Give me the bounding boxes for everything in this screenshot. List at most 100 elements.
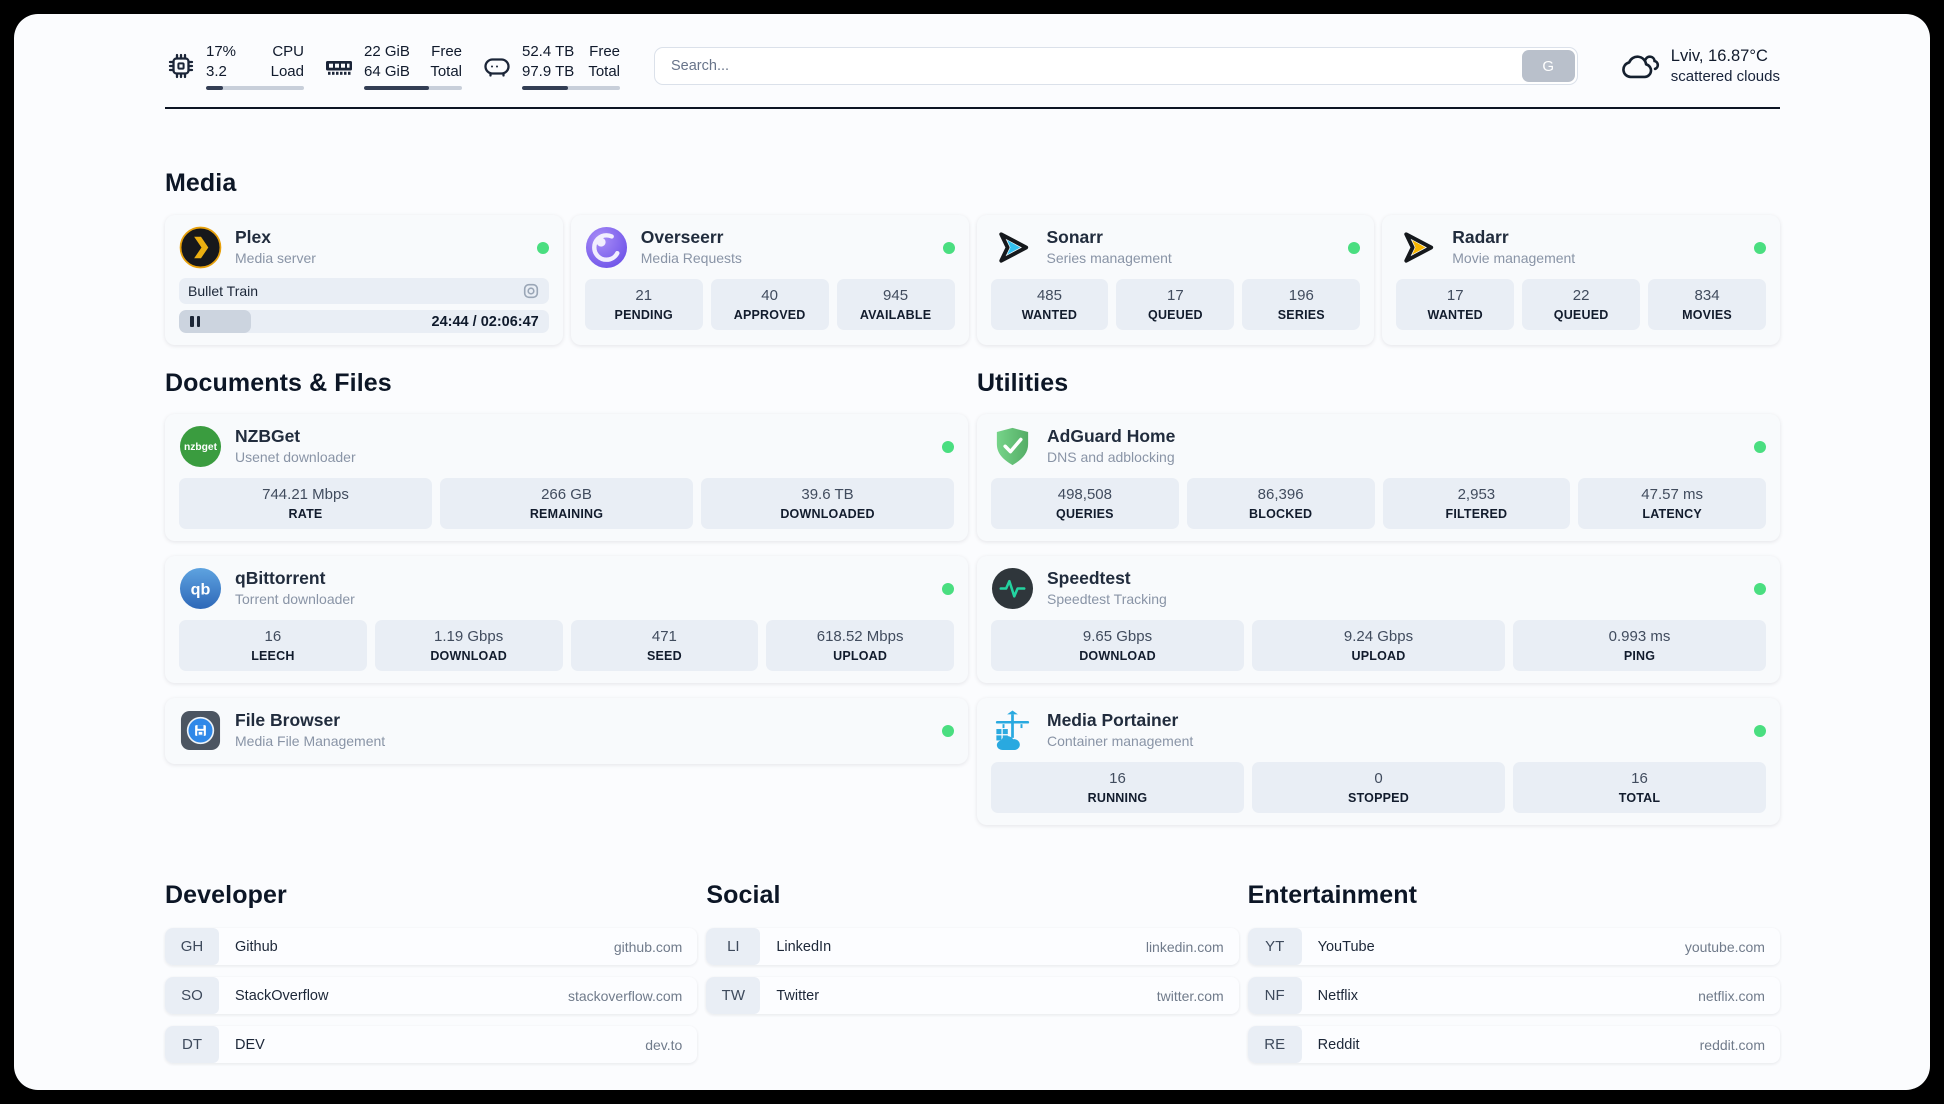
stat-filtered: 2,953 FILTERED bbox=[1382, 478, 1571, 529]
radarr-icon bbox=[1396, 226, 1439, 269]
status-dot bbox=[942, 241, 955, 254]
app-meta: Sonarr Series management bbox=[1047, 227, 1172, 267]
stat-rate: 744.21 Mbps RATE bbox=[179, 478, 432, 529]
memory-free-label: Free bbox=[431, 43, 462, 60]
stat-queued: 17 QUEUED bbox=[1116, 279, 1235, 330]
memory-total-value: 64 GiB bbox=[364, 62, 410, 80]
app-name: Plex bbox=[235, 227, 271, 248]
cpu-label: CPU bbox=[272, 43, 304, 60]
bookmark-name: YouTube bbox=[1317, 938, 1375, 955]
app-meta: Plex Media server bbox=[235, 227, 316, 267]
pause-button[interactable] bbox=[190, 316, 200, 327]
disk-total-value: 97.9 TB bbox=[522, 62, 575, 80]
app-card-nzbget[interactable]: nzbget NZBGet Usenet downloader 744.21 M… bbox=[165, 414, 968, 541]
cpu-load-value: 3.2 bbox=[206, 62, 227, 80]
app-card-plex[interactable]: Plex Media server Bullet Train 24:44 / 0… bbox=[165, 215, 563, 345]
app-card-sonarr[interactable]: Sonarr Series management 485 WANTED 17 Q… bbox=[976, 215, 1375, 345]
app-card-portainer[interactable]: Media Portainer Container management 16 … bbox=[977, 698, 1780, 825]
media-grid: Plex Media server Bullet Train 24:44 / 0… bbox=[165, 215, 1780, 345]
app-desc: Torrent downloader bbox=[235, 591, 355, 608]
section-title-documents: Documents & Files bbox=[165, 369, 392, 397]
app-name: Sonarr bbox=[1046, 227, 1103, 248]
stat-seed: 471 SEED bbox=[570, 620, 759, 671]
app-meta: Speedtest Speedtest Tracking bbox=[1047, 568, 1167, 608]
bookmark-name: DEV bbox=[235, 1036, 265, 1053]
bookmarks-grid: Developer GH Github github.com SO StackO… bbox=[165, 881, 1780, 1075]
bookmark-name: Reddit bbox=[1317, 1036, 1360, 1053]
bookmark-twitter[interactable]: TW Twitter twitter.com bbox=[706, 977, 1239, 1014]
bookmark-name: Netflix bbox=[1317, 987, 1358, 1004]
stat-upload: 9.24 Gbps UPLOAD bbox=[1252, 620, 1505, 671]
plex-icon bbox=[179, 226, 222, 269]
disk-stats: 52.4 TB Free 97.9 TB Total bbox=[522, 42, 620, 90]
bookmark-reddit[interactable]: RE Reddit reddit.com bbox=[1247, 1026, 1780, 1063]
bookmark-url: youtube.com bbox=[1684, 938, 1765, 955]
stat-latency: 47.57 ms LATENCY bbox=[1578, 478, 1766, 529]
app-card-filebrowser[interactable]: File Browser Media File Management bbox=[165, 698, 968, 764]
cpu-progressbar bbox=[206, 86, 304, 90]
playback-time: 24:44 / 02:06:47 bbox=[431, 313, 539, 330]
status-dot bbox=[1754, 440, 1766, 453]
portainer-icon bbox=[991, 709, 1034, 752]
bookmark-dev[interactable]: DT DEV dev.to bbox=[165, 1026, 698, 1063]
bookmark-abbr: NF bbox=[1247, 977, 1302, 1014]
now-playing-row: Bullet Train bbox=[179, 278, 549, 304]
stat-movies: 834 MOVIES bbox=[1648, 279, 1767, 330]
bookmark-linkedin[interactable]: LI LinkedIn linkedin.com bbox=[706, 928, 1239, 965]
bookmark-abbr: TW bbox=[706, 977, 761, 1014]
disk-drive-icon bbox=[481, 50, 513, 82]
weather-location-temp: Lviv, 16.87°C bbox=[1670, 47, 1768, 66]
app-meta: Overseerr Media Requests bbox=[641, 227, 742, 267]
overseerr-icon bbox=[585, 226, 628, 269]
developer-group: Developer GH Github github.com SO StackO… bbox=[165, 881, 698, 1075]
bookmark-url: stackoverflow.com bbox=[567, 987, 683, 1004]
stat-wanted: 17 WANTED bbox=[1396, 279, 1515, 330]
status-dot bbox=[1754, 241, 1766, 254]
stat-downloaded: 39.6 TB DOWNLOADED bbox=[701, 478, 954, 529]
stat-series: 196 SERIES bbox=[1242, 279, 1361, 330]
app-desc: Movie management bbox=[1452, 250, 1576, 267]
status-dot bbox=[1754, 582, 1766, 595]
search-provider-button[interactable]: G bbox=[1521, 50, 1575, 82]
stat-available: 945 AVAILABLE bbox=[836, 279, 955, 330]
bookmark-youtube[interactable]: YT YouTube youtube.com bbox=[1247, 928, 1780, 965]
app-card-adguard[interactable]: AdGuard Home DNS and adblocking 498,508 … bbox=[977, 414, 1780, 541]
app-name: Media Portainer bbox=[1047, 710, 1179, 731]
section-title-utilities: Utilities bbox=[977, 369, 1069, 397]
status-dot bbox=[1348, 241, 1361, 254]
status-dot bbox=[942, 582, 954, 595]
app-card-overseerr[interactable]: Overseerr Media Requests 21 PENDING 40 A… bbox=[570, 215, 969, 345]
bookmark-name: Twitter bbox=[776, 987, 820, 1004]
weather-condition: scattered clouds bbox=[1670, 68, 1780, 86]
app-card-qbittorrent[interactable]: qb qBittorrent Torrent downloader 16 LEE… bbox=[165, 556, 968, 683]
bookmark-netflix[interactable]: NF Netflix netflix.com bbox=[1247, 977, 1780, 1014]
cpu-chip-icon bbox=[165, 50, 197, 82]
ram-icon bbox=[323, 50, 355, 82]
now-playing-title: Bullet Train bbox=[188, 283, 259, 299]
memory-stats: 22 GiB Free 64 GiB Total bbox=[364, 42, 462, 90]
memory-total-label: Total bbox=[430, 62, 462, 80]
stat-wanted: 485 WANTED bbox=[990, 279, 1109, 330]
cloud-icon bbox=[1618, 45, 1660, 87]
cpu-widget: 17% CPU 3.2 Load bbox=[165, 42, 304, 90]
app-card-radarr[interactable]: Radarr Movie management 17 WANTED 22 QUE… bbox=[1382, 215, 1780, 345]
weather-text: Lviv, 16.87°C scattered clouds bbox=[1671, 45, 1780, 87]
svg-text:nzbget: nzbget bbox=[184, 442, 218, 453]
search-input[interactable] bbox=[654, 47, 1578, 85]
bookmark-github[interactable]: GH Github github.com bbox=[165, 928, 698, 965]
bookmark-url: linkedin.com bbox=[1145, 938, 1224, 955]
bookmark-name: Github bbox=[235, 938, 278, 955]
now-playing-view-icon[interactable] bbox=[522, 282, 540, 300]
app-card-speedtest[interactable]: Speedtest Speedtest Tracking 9.65 Gbps D… bbox=[977, 556, 1780, 683]
app-meta: qBittorrent Torrent downloader bbox=[235, 568, 355, 608]
app-desc: Container management bbox=[1047, 733, 1194, 750]
app-name: Radarr bbox=[1452, 227, 1509, 248]
speedtest-icon bbox=[991, 567, 1034, 610]
bookmark-abbr: YT bbox=[1247, 928, 1302, 965]
app-name: Overseerr bbox=[640, 227, 724, 248]
bookmark-abbr: LI bbox=[706, 928, 761, 965]
stat-total: 16 TOTAL bbox=[1513, 762, 1766, 813]
disk-progressbar bbox=[522, 86, 620, 90]
bookmark-stackoverflow[interactable]: SO StackOverflow stackoverflow.com bbox=[165, 977, 698, 1014]
memory-progressbar bbox=[364, 86, 462, 90]
